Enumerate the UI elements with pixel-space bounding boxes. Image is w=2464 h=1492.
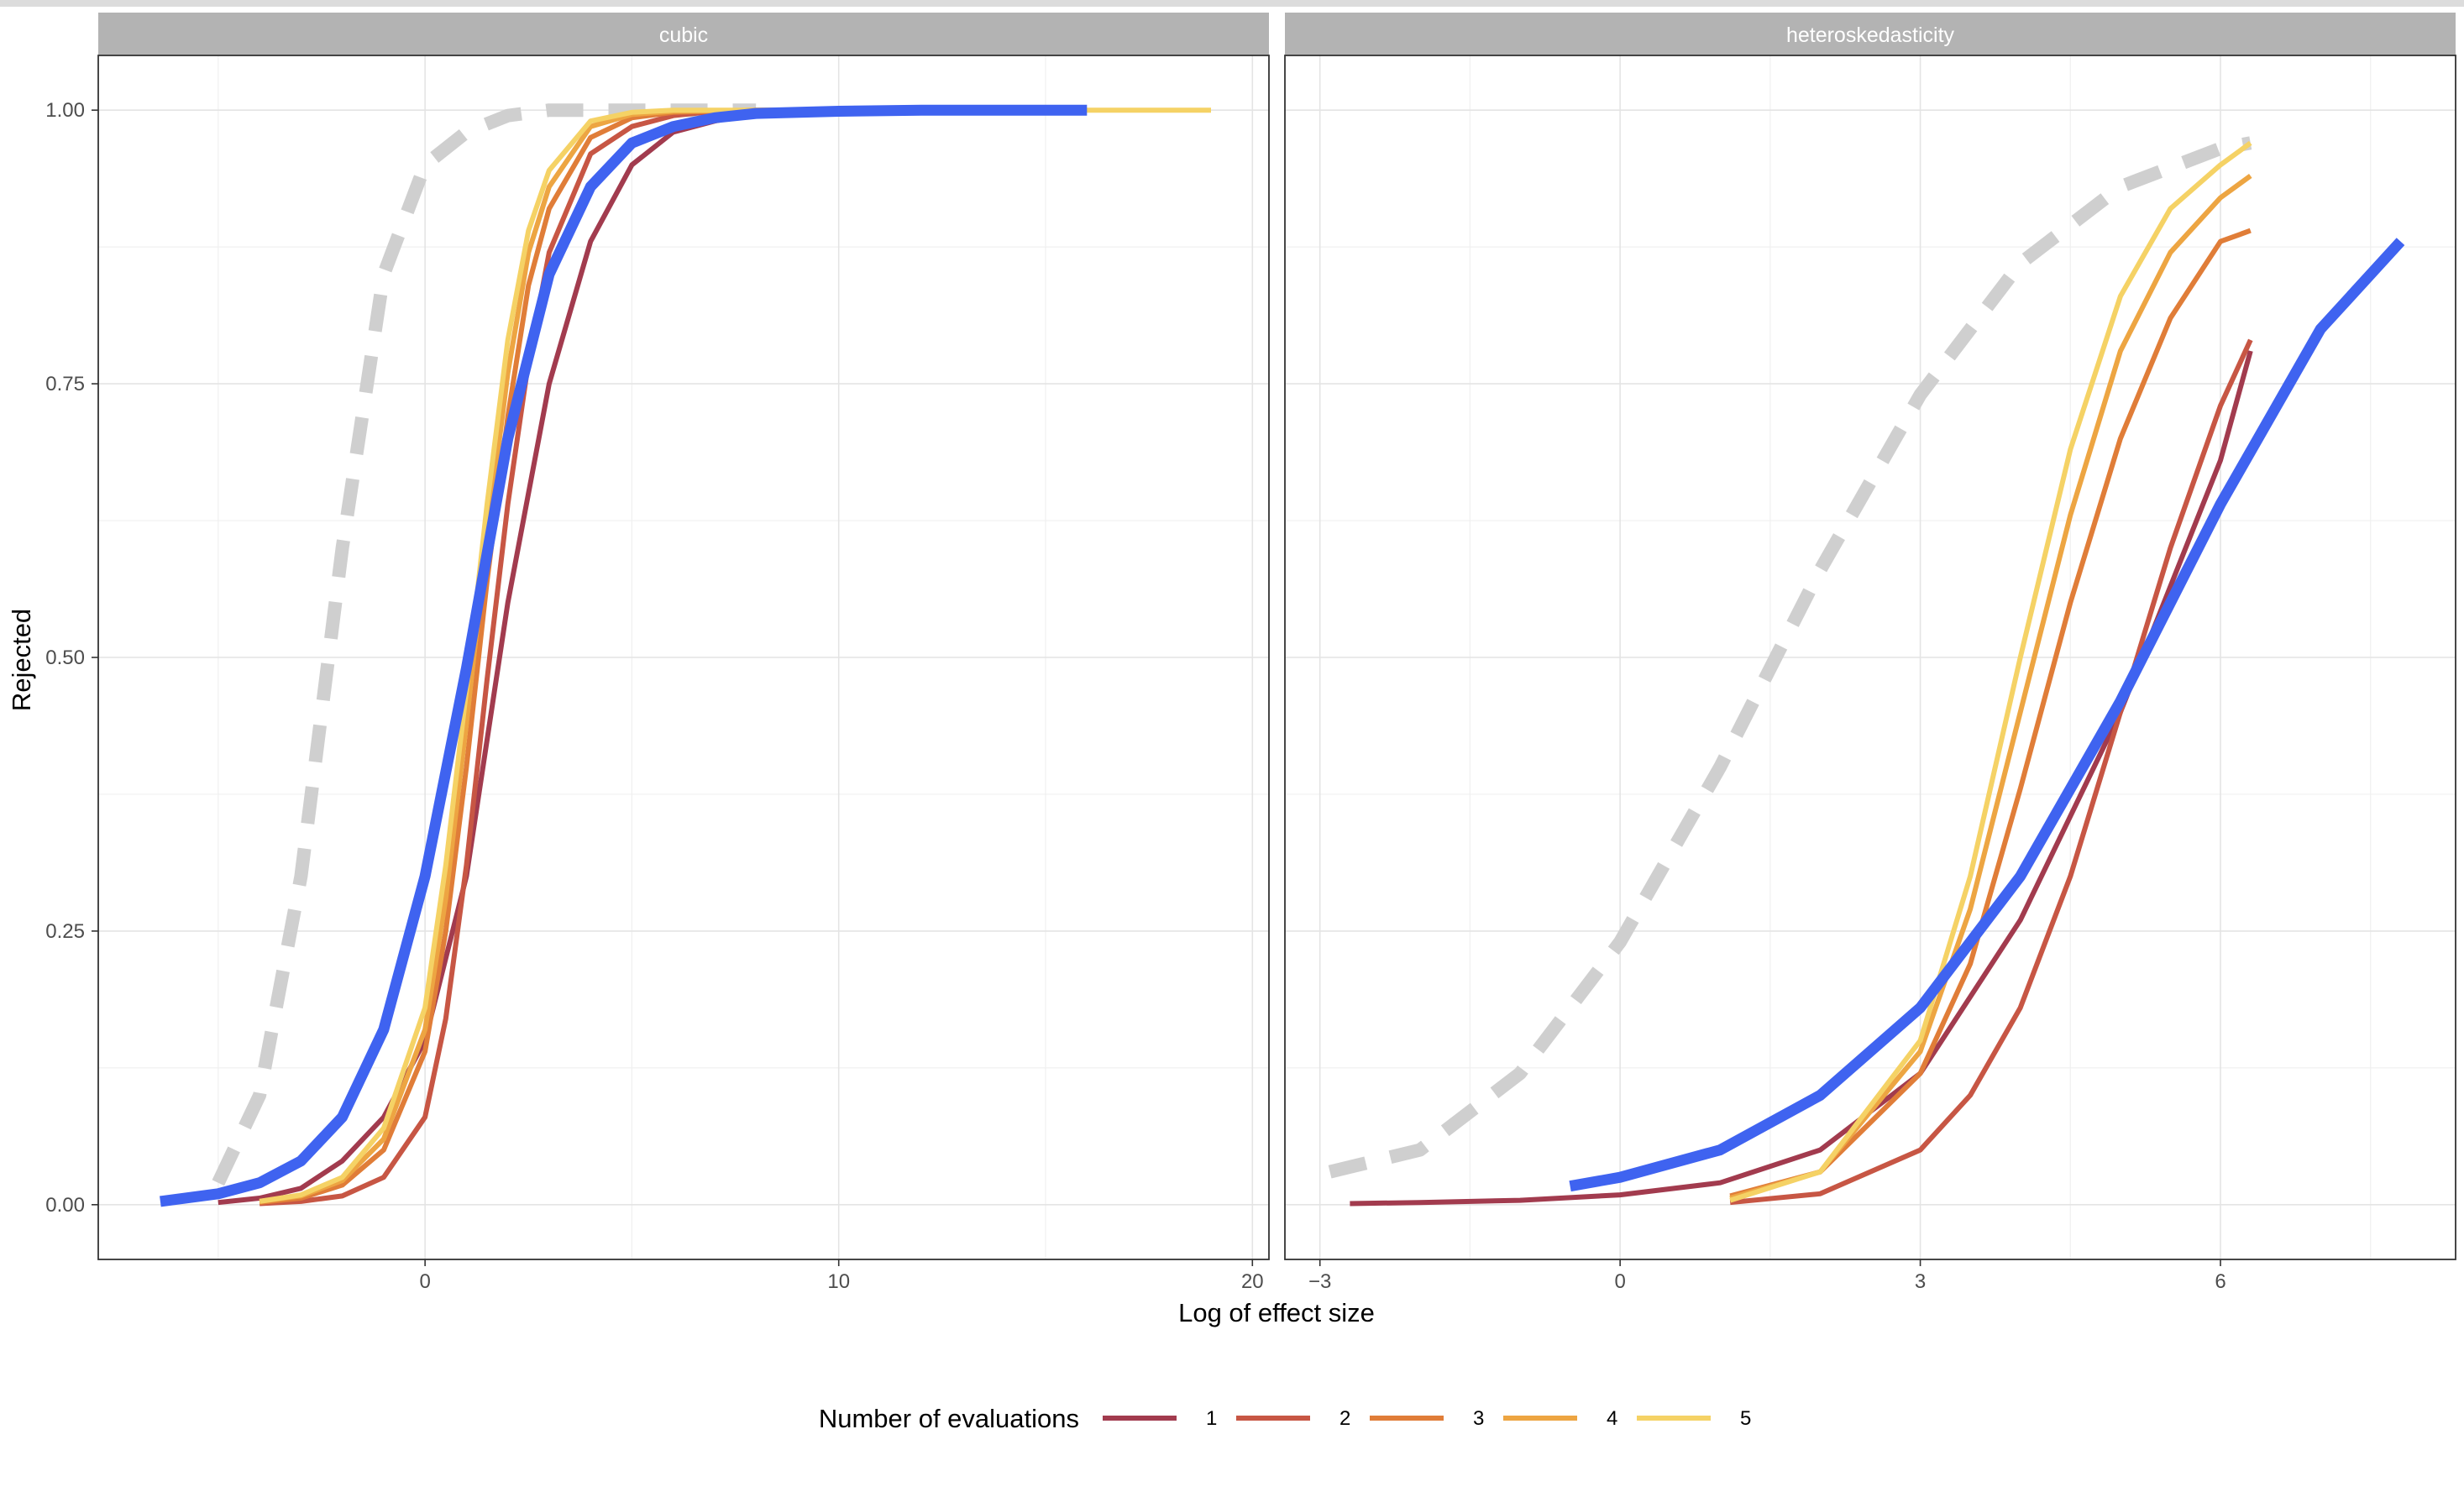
series-line-4: [1729, 173, 2252, 1201]
fit-line: [160, 104, 1088, 1207]
y-tick-label: 1.00: [45, 99, 85, 122]
x-tick-label: 0: [419, 1270, 430, 1293]
facet-panel-cubic: cubic 0 10 20: [97, 13, 1270, 1293]
x-axis-title: Log of effect size: [1178, 1298, 1375, 1327]
y-axis: 0.00 0.25 0.50 0.75 1.00: [45, 99, 98, 1217]
x-tick-label: 0: [1614, 1270, 1625, 1293]
x-tick-label: 10: [827, 1270, 850, 1293]
plot-lines: [1328, 136, 2405, 1207]
legend-label-2: 2: [1339, 1407, 1350, 1430]
reference-line: [212, 103, 757, 1186]
series-line-2: [1729, 338, 2253, 1206]
legend-label-5: 5: [1740, 1407, 1751, 1430]
legend-label-1: 1: [1206, 1407, 1217, 1430]
facet-strip-label: cubic: [659, 24, 708, 47]
legend-title: Number of evaluations: [819, 1404, 1079, 1433]
y-tick-label: 0.50: [45, 647, 85, 669]
facet-strip: [98, 13, 1269, 55]
y-axis-title: Rejected: [7, 609, 36, 711]
x-tick-label: 20: [1241, 1270, 1264, 1293]
panel-border: [1284, 55, 2456, 1260]
x-tick-label: 6: [2215, 1270, 2225, 1293]
x-tick-label: −3: [1308, 1270, 1331, 1293]
facet-panel-heteroskedasticity: heteroskedasticity −3 0 3 6: [1284, 13, 2456, 1293]
series-line-5: [1729, 140, 2252, 1203]
y-tick-label: 0.25: [45, 920, 85, 943]
x-tick-label: 3: [1915, 1270, 1926, 1293]
legend-label-4: 4: [1607, 1407, 1617, 1430]
y-tick-label: 0.00: [45, 1194, 85, 1217]
reference-line: [1328, 136, 2252, 1179]
series-line-3: [1729, 228, 2252, 1199]
y-tick-label: 0.75: [45, 373, 85, 395]
plot-lines: [160, 103, 1211, 1207]
fit-line: [1569, 238, 2405, 1192]
facet-strip-label: heteroskedasticity: [1786, 24, 1955, 47]
facet-strip: [1285, 13, 2456, 55]
legend: Number of evaluations 1 2 3 4 5: [819, 1404, 1752, 1433]
legend-label-3: 3: [1473, 1407, 1484, 1430]
